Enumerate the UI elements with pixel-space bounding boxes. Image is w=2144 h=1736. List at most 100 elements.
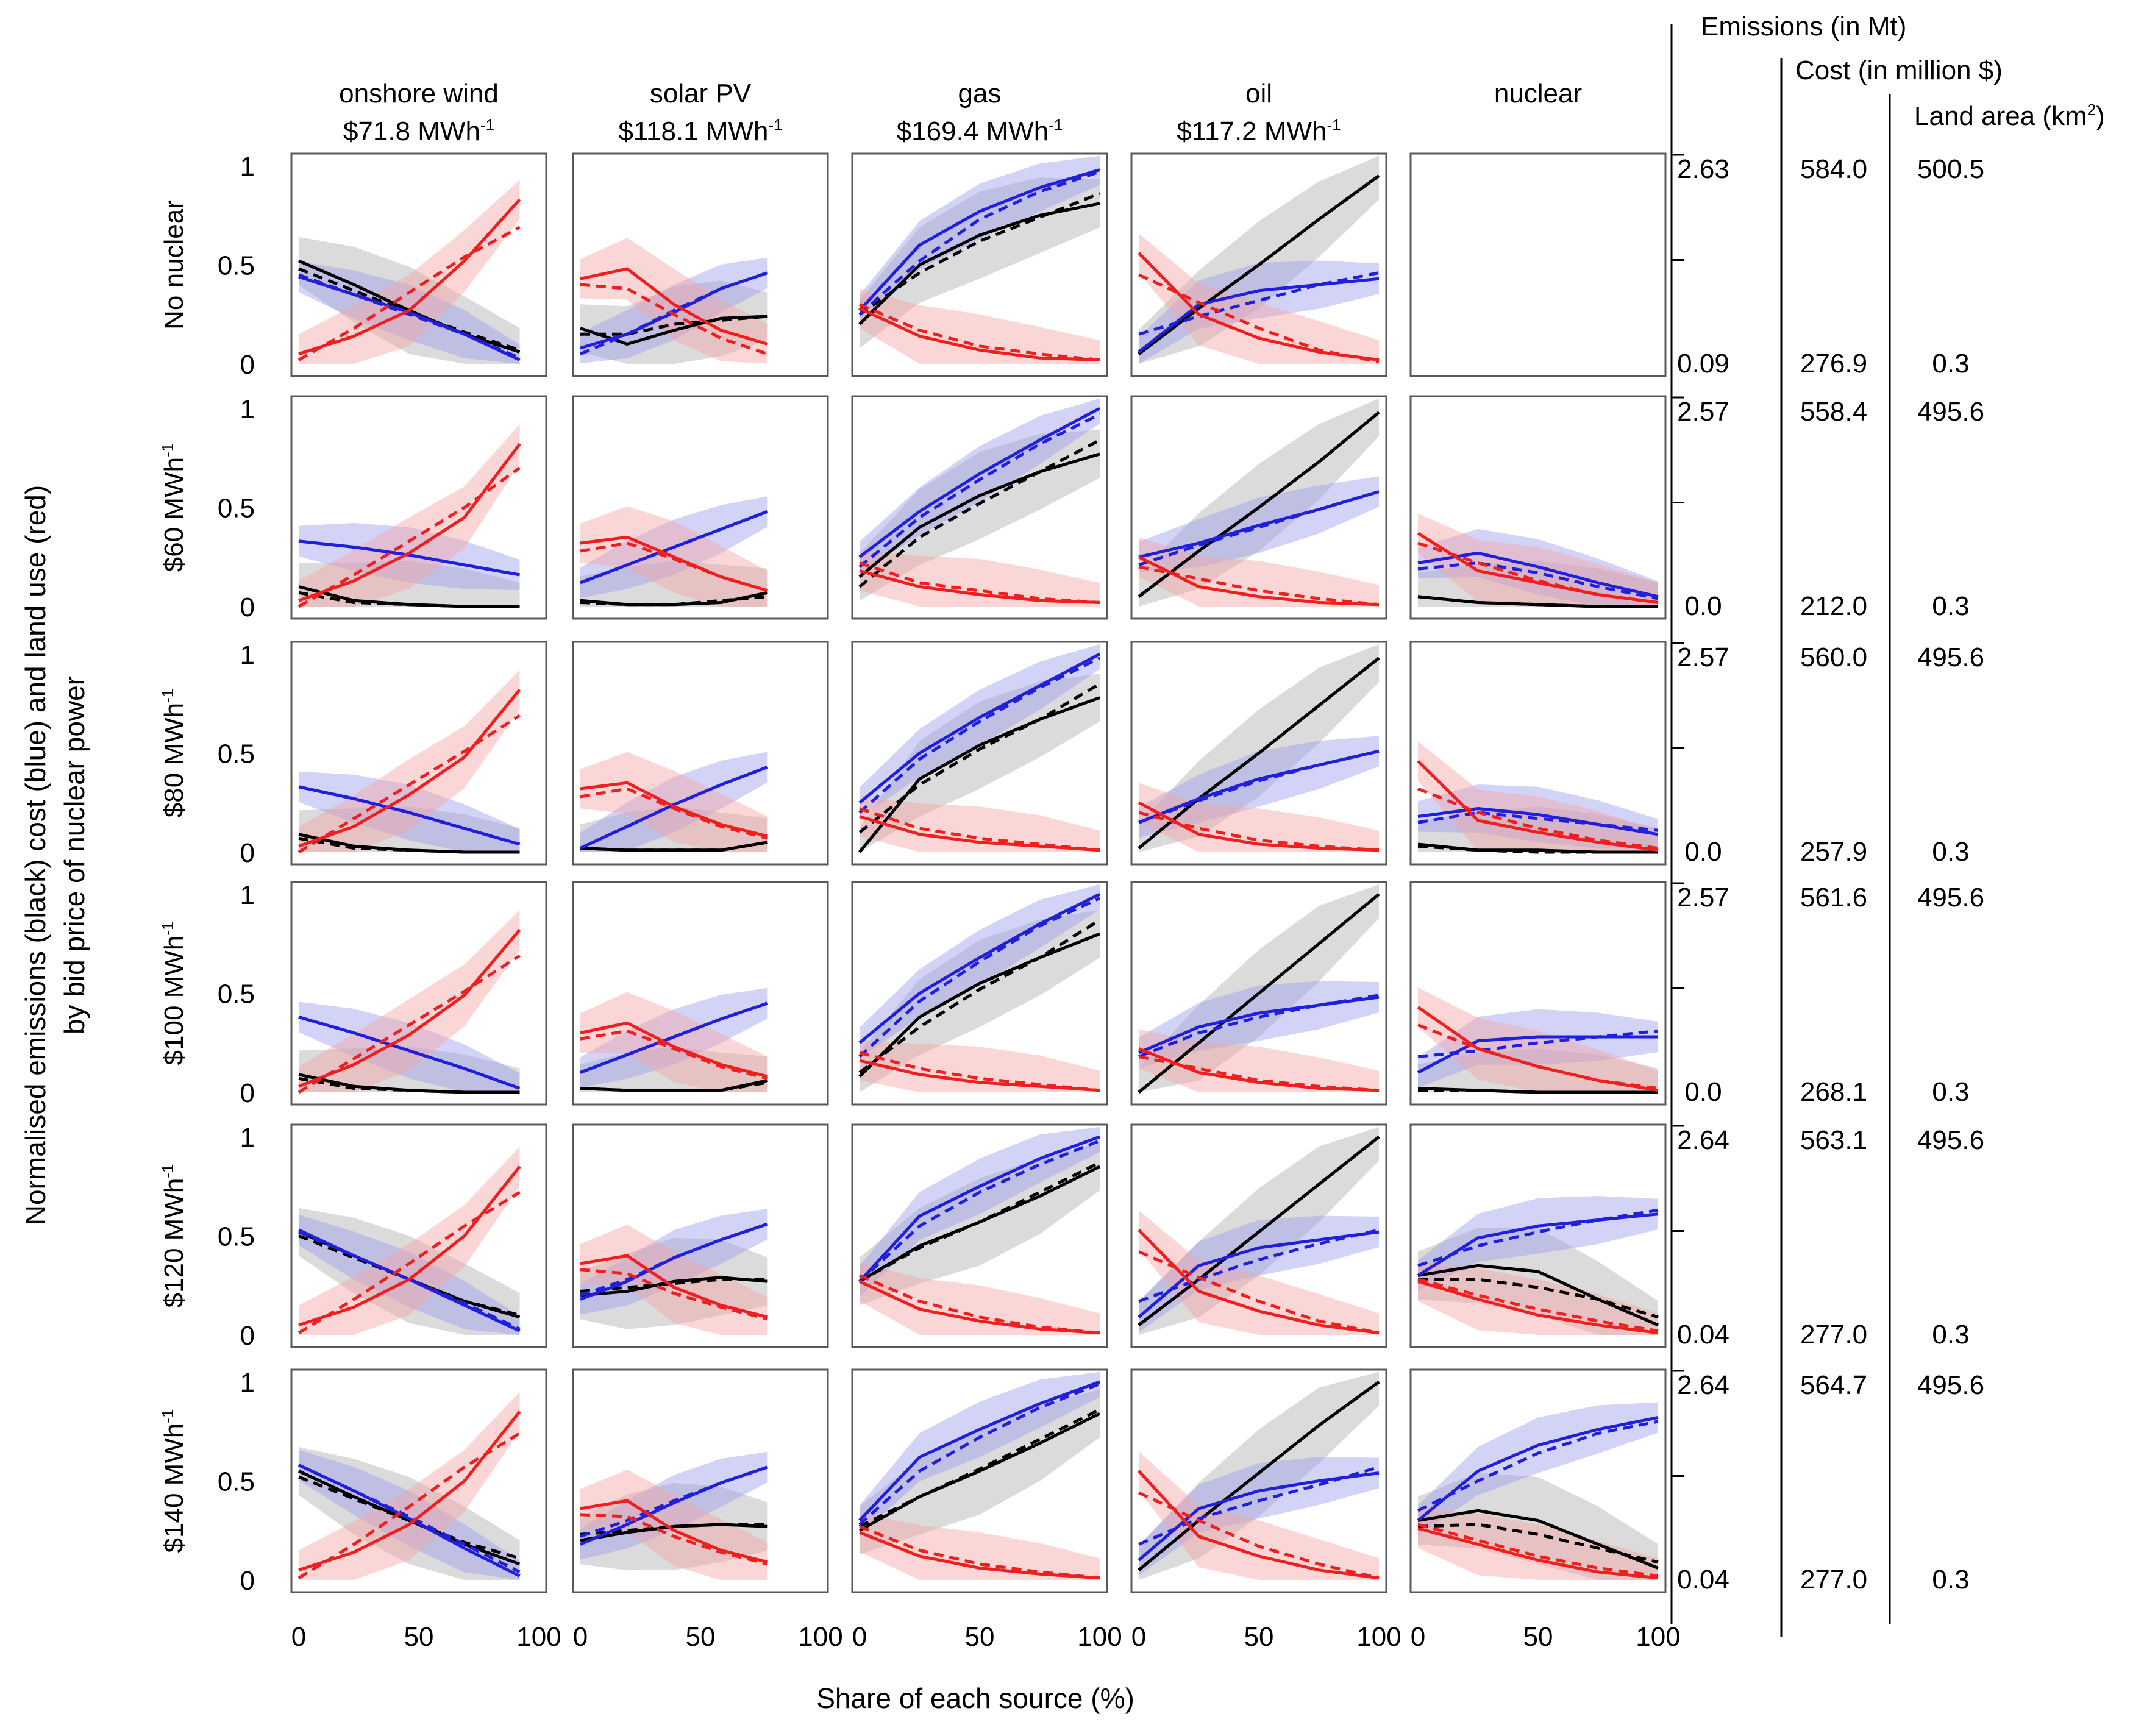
land-use-trend-line [297, 1432, 521, 1579]
panel-frame [1409, 152, 1667, 377]
x-tick-label: 50 [404, 1622, 434, 1652]
y-tick-label: 0.5 [218, 980, 255, 1009]
panel-r2-c1 [290, 395, 547, 620]
cost-trend-line [298, 539, 520, 577]
land-use-trend-line [859, 1524, 1100, 1580]
land-use-trend-line [580, 283, 769, 356]
cost-trend-line [1138, 490, 1380, 567]
panel-r1-c2 [572, 152, 829, 377]
x-tick-label: 50 [686, 1622, 716, 1652]
emissions-band [1418, 1228, 1658, 1335]
cost-trend-line [1417, 561, 1659, 600]
emissions-trend-line [858, 919, 1101, 1074]
emissions-trend-line [1417, 595, 1658, 608]
cost-line [858, 652, 1101, 804]
land-use-trend-line [297, 1190, 521, 1334]
cost-max-value: 560.0 [1800, 642, 1867, 672]
emissions-band [1139, 884, 1379, 1092]
cost-trend-line [858, 170, 1100, 316]
y-axis-title-line-2: by bid price of nuclear power [59, 676, 90, 1034]
panel-r2-c3 [851, 395, 1108, 620]
land-use-trend-line [580, 1513, 768, 1566]
panel-r5-c2 [572, 1123, 829, 1348]
land-use-trend-line [1417, 541, 1659, 604]
panel-r4-c1 [290, 881, 547, 1106]
y-tick-label: 0 [240, 592, 255, 622]
land-max-value: 495.6 [1917, 397, 1984, 427]
emissions-line [858, 932, 1100, 1078]
y-tick-label: 0 [240, 350, 255, 380]
cost-band [860, 155, 1100, 326]
x-tick-label: 0 [852, 1622, 867, 1652]
panel-r5-c3 [851, 1123, 1108, 1348]
emissions-min-value: 0.04 [1677, 1565, 1729, 1595]
row-label-6: $140 MWh-1 [158, 1409, 189, 1553]
emissions-line [580, 841, 768, 852]
land-use-trend-line [580, 541, 769, 592]
panel-r1-c5 [1409, 152, 1667, 377]
y-tick-label: 0 [240, 1078, 255, 1108]
cost-trend-line [858, 1139, 1100, 1283]
y-tick-label: 1 [240, 1123, 255, 1153]
cost-min-value: 277.0 [1800, 1320, 1867, 1350]
cost-trend-line [858, 413, 1101, 568]
row-label-text-2: $60 MWh-1 [158, 443, 189, 572]
row-label-text-5: $120 MWh-1 [158, 1164, 189, 1308]
emissions-trend-line [858, 1408, 1101, 1528]
land-use-trend-line [1138, 1491, 1380, 1580]
cost-trend-line [1138, 1465, 1380, 1546]
panel-frame [572, 881, 829, 1106]
panel-frame [290, 641, 547, 866]
panel-r3-c2 [572, 641, 829, 866]
y-tick-label: 0.5 [218, 1467, 255, 1497]
emissions-min-value: 0.09 [1677, 349, 1729, 379]
panel-frame [572, 395, 829, 620]
emissions-band [1139, 398, 1379, 607]
x-tick-label: 50 [965, 1622, 995, 1652]
row-labels: No nuclear 1 0.5 0 $60 MWh-1 1 0.5 0 $80 MWh-1 1 0… [158, 152, 255, 1596]
emissions-trend-line [1417, 844, 1658, 854]
cost-trend-line [1138, 749, 1380, 824]
cost-min-value: 257.9 [1800, 837, 1867, 867]
panel-r2-c2 [572, 395, 829, 620]
emissions-line [1417, 1509, 1659, 1570]
panel-r4-c3 [851, 881, 1108, 1106]
land-use-band [1139, 233, 1379, 364]
cost-trend-line [1417, 1208, 1659, 1267]
panel-frame [572, 641, 829, 866]
cost-band [1139, 736, 1379, 838]
y-tick-label: 1 [240, 880, 255, 910]
cost-min-value: 268.1 [1800, 1077, 1867, 1107]
cost-max-value: 561.6 [1800, 883, 1867, 912]
x-tick-label: 100 [798, 1622, 842, 1652]
land-use-band [860, 1262, 1100, 1335]
land-use-line [1138, 1470, 1380, 1580]
cost-band [1418, 784, 1658, 850]
land-use-trend-line [297, 954, 521, 1094]
emissions-max-value: 2.63 [1677, 154, 1729, 184]
land-use-trend-line [1417, 1023, 1659, 1090]
y-tick-label: 1 [240, 394, 255, 424]
land-use-trend-line [580, 787, 768, 840]
emissions-line [858, 452, 1100, 578]
emissions-min-value: 0.0 [1684, 591, 1722, 621]
y-tick-label: 0 [240, 1566, 255, 1596]
emissions-trend-line [1418, 1089, 1658, 1094]
emissions-band [580, 806, 768, 852]
y-tick-label: 0.5 [218, 251, 255, 281]
cost-trend-line [1138, 271, 1380, 336]
emissions-band [580, 1047, 768, 1092]
x-tick-label: 0 [1131, 1622, 1146, 1652]
cost-trend-line [297, 1464, 521, 1574]
land-use-trend-line [859, 303, 1100, 361]
land-use-trend-line [297, 466, 521, 608]
emissions-band [860, 909, 1100, 1092]
cost-trend-line [298, 1016, 521, 1090]
land-use-band [299, 670, 520, 852]
land-use-line [298, 928, 521, 1088]
row-label-text-1: No nuclear [159, 200, 189, 330]
cost-band [1139, 1457, 1379, 1576]
land-use-band [1139, 1210, 1379, 1335]
land-use-line [1417, 760, 1659, 852]
x-tick-label: 50 [1523, 1622, 1553, 1652]
